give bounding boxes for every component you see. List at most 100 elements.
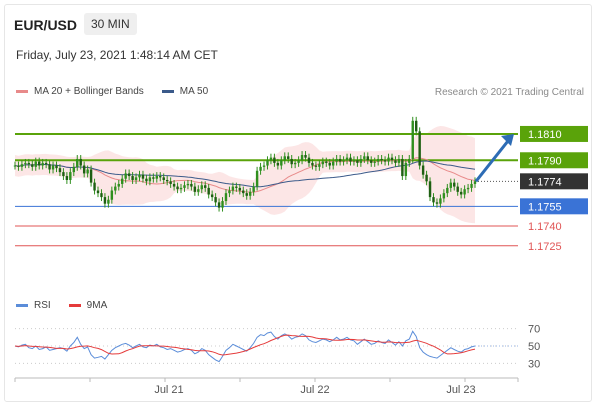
candle-body [38,161,41,166]
candle-body [176,186,179,190]
candle-body [446,187,449,194]
legend-rsi-ma-label: 9MA [86,300,108,311]
candle-body [418,131,421,166]
candle-body [373,161,376,163]
candle-body [141,174,145,179]
candle-body [228,190,231,194]
candle-body [449,182,452,188]
candle-body [459,191,463,195]
candle-body [411,120,414,159]
candle-body [408,158,411,163]
candle-body [421,165,425,175]
legend-rsi-ma: 9MA [68,300,108,311]
candle-body [179,187,183,190]
candle-body [51,165,55,170]
candle-body [231,186,235,191]
level-label-0: 1.1810 [528,129,562,141]
price-legend: MA 20 + Bollinger Bands MA 50 [16,86,208,97]
candle-body [442,193,446,199]
candle-body [76,158,79,167]
legend-rsi-label: RSI [34,300,51,311]
rsi-level-label-0: 70 [528,324,540,336]
candle-body [34,161,37,167]
candle-body [248,191,252,196]
candle-body [62,172,65,177]
level-tag-0 [520,125,588,142]
candle-body [387,157,390,162]
ma50-line [14,160,476,188]
candle-body [169,181,172,184]
x-tick-label-2: Jul 23 [446,384,475,396]
rsi-level-label-1: 50 [528,341,540,353]
level-tag-3 [520,198,588,215]
candle-body [280,160,283,166]
candle-body [41,162,44,166]
candle-body [117,183,120,187]
candle-body [331,161,335,166]
candle-body [252,186,255,192]
candle-body [148,177,152,182]
candle-body [401,158,404,177]
rsi-ma-swatch-icon [68,304,81,307]
candle-body [127,173,131,177]
candle-body [93,182,96,191]
projection-arrow [474,140,510,183]
candle-body [466,187,470,190]
candle-body [283,156,286,161]
legend-ma50: MA 50 [161,86,209,97]
candle-body [242,190,245,194]
level-label-1: 1.1790 [528,155,562,167]
legend-ma50-label: MA 50 [179,86,209,97]
candle-body [287,156,290,159]
candle-body [55,165,58,169]
candle-body [470,183,473,188]
candle-body [432,197,435,203]
candle-body [200,185,203,190]
candle-body [318,164,321,167]
candle-body [79,158,82,166]
candle-body [394,160,397,163]
level-label-4: 1.1740 [528,221,562,233]
candle-body [207,187,210,195]
candle-body [31,164,34,167]
candle-body [58,168,62,173]
candle-body [65,176,69,180]
candle-body [204,185,207,188]
candle-body [276,162,280,166]
ma50-swatch-icon [161,90,174,93]
candle-body [145,178,148,182]
candle-body [107,199,110,204]
candle-body [297,160,300,163]
candle-body [159,176,162,178]
level-label-2: 1.1774 [528,176,562,188]
candle-body [311,162,314,166]
candle-body [293,162,297,165]
candle-body [266,160,269,166]
candle-body [20,164,24,167]
timeframe-badge[interactable]: 30 MIN [84,13,137,35]
rsi-legend: RSI 9MA [16,300,107,311]
candle-body [89,169,93,183]
candle-body [269,157,273,161]
candle-body [314,165,318,167]
legend-ma20-label: MA 20 + Bollinger Bands [34,86,144,97]
candle-body [221,201,224,208]
level-label-3: 1.1755 [528,201,562,213]
candle-body [363,156,366,159]
candle-body [352,160,356,162]
candle-body [463,189,466,195]
legend-rsi: RSI [16,300,51,311]
research-credit: Research © 2021 Trading Central [434,87,584,98]
candle-body [383,160,387,162]
rsi-level-label-2: 30 [528,358,540,370]
candle-body [262,165,266,167]
rsi-ma-line [14,334,476,356]
candle-body [217,202,221,208]
candle-body [376,158,380,162]
candle-body [186,183,190,186]
candle-body [425,174,428,182]
candle-body [131,176,134,180]
candle-body [238,187,242,191]
projection-arrow-head [501,133,514,146]
